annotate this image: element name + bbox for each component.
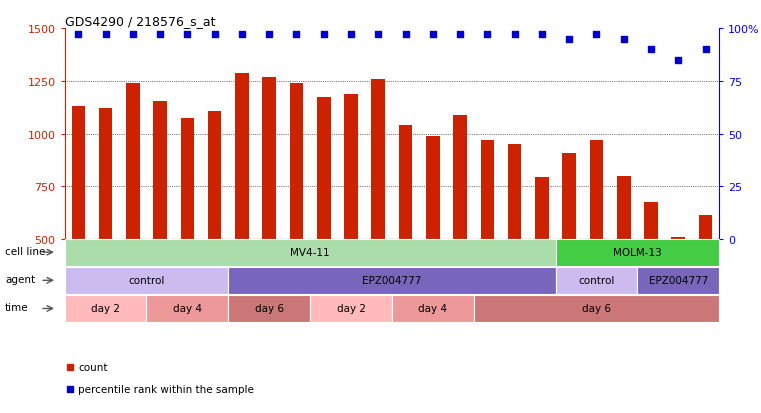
Point xyxy=(372,32,384,38)
Point xyxy=(563,36,575,43)
Text: cell line: cell line xyxy=(5,246,46,256)
Text: EPZ004777: EPZ004777 xyxy=(362,275,422,286)
Bar xyxy=(699,215,712,345)
Text: day 4: day 4 xyxy=(419,304,447,314)
Bar xyxy=(72,107,85,345)
Bar xyxy=(290,84,304,345)
Text: day 2: day 2 xyxy=(336,304,365,314)
Point xyxy=(400,32,412,38)
Point xyxy=(699,47,712,53)
Point xyxy=(618,36,630,43)
Point xyxy=(209,32,221,38)
Text: MOLM-13: MOLM-13 xyxy=(613,247,662,258)
Point xyxy=(72,32,84,38)
Text: control: control xyxy=(129,275,164,286)
Bar xyxy=(371,79,385,345)
Bar xyxy=(426,136,440,345)
Bar xyxy=(399,126,412,345)
Point xyxy=(317,32,330,38)
Point xyxy=(454,32,466,38)
Bar xyxy=(153,102,167,345)
Bar xyxy=(644,203,658,345)
Text: agent: agent xyxy=(5,274,35,284)
Bar xyxy=(671,237,685,345)
Point xyxy=(291,32,303,38)
Bar xyxy=(235,74,249,345)
Point xyxy=(481,32,493,38)
Bar xyxy=(535,178,549,345)
Bar xyxy=(263,77,276,345)
Point xyxy=(645,47,657,53)
Text: day 2: day 2 xyxy=(91,304,120,314)
Bar xyxy=(99,109,113,345)
Text: percentile rank within the sample: percentile rank within the sample xyxy=(78,384,254,394)
Point xyxy=(427,32,439,38)
Bar xyxy=(480,140,494,345)
Point xyxy=(536,32,548,38)
Text: day 4: day 4 xyxy=(173,304,202,314)
Text: time: time xyxy=(5,302,29,312)
Bar xyxy=(180,119,194,345)
Point xyxy=(181,32,193,38)
Point xyxy=(345,32,357,38)
Bar xyxy=(126,84,140,345)
Text: control: control xyxy=(578,275,615,286)
Point xyxy=(672,57,684,64)
Text: MV4-11: MV4-11 xyxy=(290,247,330,258)
Point xyxy=(508,32,521,38)
Point xyxy=(236,32,248,38)
Text: EPZ004777: EPZ004777 xyxy=(648,275,708,286)
Bar xyxy=(454,115,467,345)
Bar xyxy=(562,153,576,345)
Point xyxy=(263,32,275,38)
Bar xyxy=(508,145,521,345)
Bar xyxy=(590,140,603,345)
Bar xyxy=(208,112,221,345)
Text: day 6: day 6 xyxy=(255,304,284,314)
Point xyxy=(127,32,139,38)
Text: GDS4290 / 218576_s_at: GDS4290 / 218576_s_at xyxy=(65,15,215,28)
Text: count: count xyxy=(78,363,107,373)
Text: day 6: day 6 xyxy=(582,304,611,314)
Bar xyxy=(344,95,358,345)
Point xyxy=(154,32,166,38)
Bar xyxy=(617,176,631,345)
Point xyxy=(100,32,112,38)
Point xyxy=(591,32,603,38)
Bar xyxy=(317,97,330,345)
